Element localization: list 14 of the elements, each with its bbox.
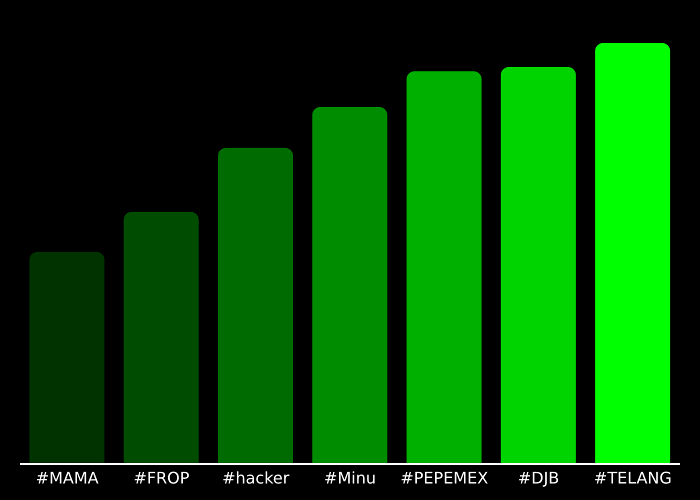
x-tick-label: #TELANG: [594, 468, 672, 488]
bar: [29, 252, 104, 464]
bar: [500, 66, 576, 464]
bar: [124, 212, 199, 464]
bar: [406, 71, 482, 464]
x-tick-label: #PEPEMEX: [400, 468, 488, 488]
bar: [218, 148, 293, 464]
x-tick-label: #hacker: [222, 468, 290, 488]
bar: [312, 106, 388, 464]
x-tick-label: #MAMA: [36, 468, 99, 488]
bar: [595, 43, 670, 464]
x-tick-label: #FROP: [133, 468, 190, 488]
x-tick-label: #Minu: [324, 468, 376, 488]
x-tick-label: #DJB: [518, 468, 560, 488]
